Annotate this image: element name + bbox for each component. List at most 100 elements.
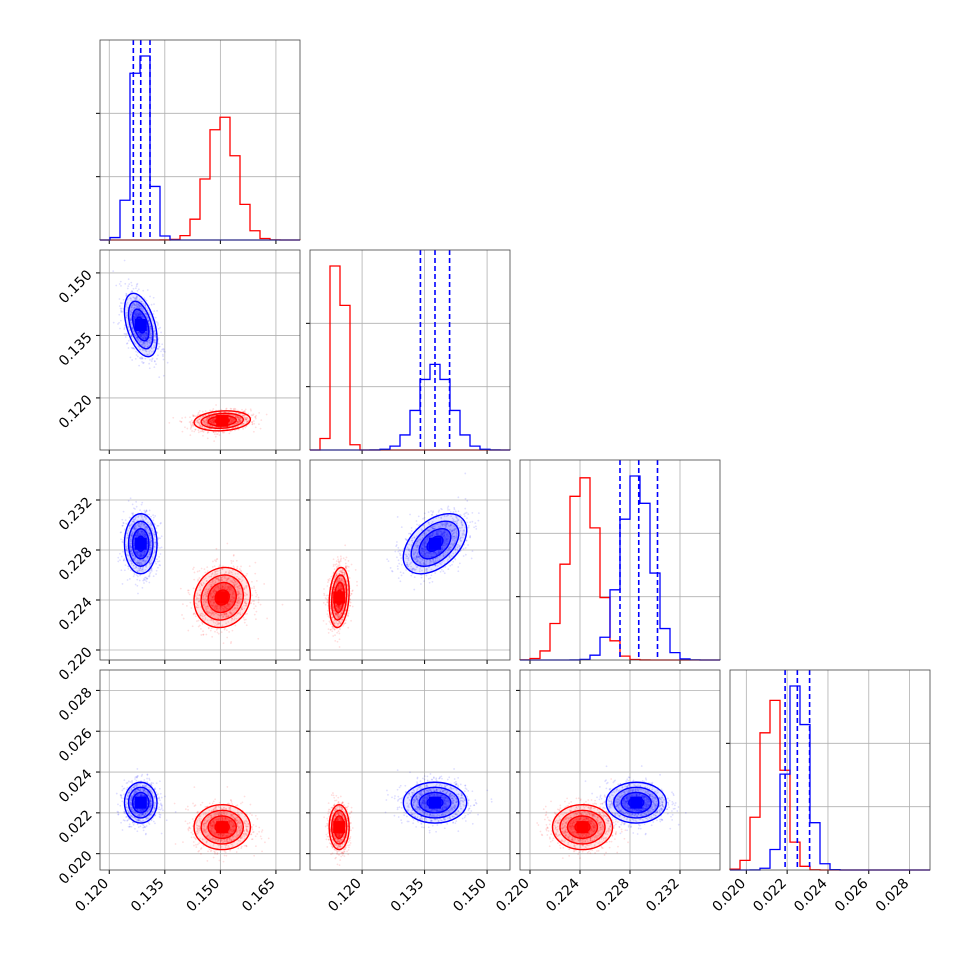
sample-point	[131, 304, 134, 307]
sample-point	[198, 425, 201, 428]
sample-point	[327, 628, 330, 631]
sample-point	[133, 348, 136, 350]
sample-point	[239, 598, 242, 600]
sample-point	[139, 305, 142, 308]
sample-point	[205, 599, 208, 601]
sample-point	[130, 313, 133, 316]
sample-point	[162, 348, 165, 350]
sample-point	[149, 326, 151, 328]
sample-point	[120, 311, 123, 314]
sample-point	[200, 567, 203, 570]
sample-point	[253, 607, 255, 610]
sample-point	[125, 313, 128, 316]
sample-point	[187, 589, 190, 592]
sample-point	[211, 418, 214, 421]
sample-point	[130, 335, 133, 338]
sample-point	[201, 425, 204, 428]
sample-point	[134, 313, 137, 316]
sample-point	[255, 591, 257, 594]
sample-point	[237, 421, 239, 424]
sample-point	[230, 613, 233, 616]
sample-point	[142, 289, 145, 292]
sample-point	[138, 311, 141, 314]
sample-point	[209, 420, 212, 422]
sample-point	[325, 594, 328, 597]
sample-point	[228, 600, 231, 603]
sample-point	[148, 336, 151, 339]
sample-point	[228, 425, 231, 427]
sample-point	[214, 431, 217, 434]
sample-point	[143, 297, 146, 300]
sample-point	[213, 565, 216, 568]
sample-point	[129, 317, 132, 320]
sample-point	[243, 621, 246, 624]
sample-point	[189, 427, 192, 430]
sample-point	[160, 535, 163, 538]
sample-point	[250, 409, 252, 412]
sample-point	[337, 564, 340, 567]
sample-point	[187, 591, 190, 594]
sample-point	[198, 418, 201, 421]
sample-point	[198, 597, 200, 600]
series-0-peak	[216, 414, 229, 427]
sample-point	[236, 417, 239, 419]
sample-point	[130, 299, 132, 302]
sample-point	[166, 361, 169, 364]
sample-point	[138, 304, 140, 307]
sample-point	[130, 289, 133, 292]
sample-point	[221, 585, 224, 588]
sample-point	[197, 429, 200, 432]
sample-point	[239, 412, 241, 415]
sample-point	[140, 335, 142, 337]
sample-point	[150, 340, 152, 343]
sample-point	[128, 516, 131, 519]
sample-point	[134, 312, 137, 315]
sample-point	[241, 576, 243, 578]
panel-p0-p2	[96, 459, 301, 664]
sample-point	[190, 424, 193, 427]
sample-point	[230, 419, 233, 422]
sample-point	[241, 408, 243, 411]
sample-point	[202, 415, 205, 418]
sample-point	[139, 335, 142, 337]
sample-point	[235, 416, 238, 419]
sample-point	[145, 330, 148, 333]
sample-point	[139, 357, 141, 359]
sample-point	[194, 615, 197, 618]
sample-point	[189, 420, 192, 423]
sample-point	[202, 596, 205, 599]
sample-point	[140, 315, 142, 318]
sample-point	[136, 305, 139, 308]
sample-point	[129, 297, 132, 300]
sample-point	[142, 361, 145, 364]
sample-point	[196, 597, 199, 600]
sample-point	[336, 556, 339, 558]
series-0-peak	[216, 591, 229, 604]
sample-point	[135, 505, 138, 508]
sample-point	[131, 503, 134, 506]
sample-point	[344, 562, 347, 565]
sample-point	[142, 334, 144, 336]
sample-point	[144, 312, 147, 315]
sample-point	[212, 431, 215, 434]
sample-point	[225, 407, 228, 410]
sample-point	[225, 408, 227, 410]
sample-point	[245, 602, 248, 605]
sample-point	[123, 259, 126, 262]
sample-point	[144, 331, 147, 334]
sample-point	[119, 327, 121, 330]
sample-point	[120, 538, 122, 541]
sample-point	[257, 637, 260, 640]
sample-point	[186, 427, 189, 430]
sample-point	[208, 611, 211, 614]
sample-point	[126, 287, 129, 290]
sample-point	[239, 609, 242, 612]
sample-point	[232, 420, 235, 423]
sample-point	[236, 567, 238, 570]
sample-point	[251, 421, 253, 423]
sample-point	[145, 334, 148, 337]
sample-point	[203, 421, 206, 423]
sample-point	[131, 302, 134, 305]
sample-point	[206, 610, 209, 613]
sample-point	[210, 594, 212, 597]
